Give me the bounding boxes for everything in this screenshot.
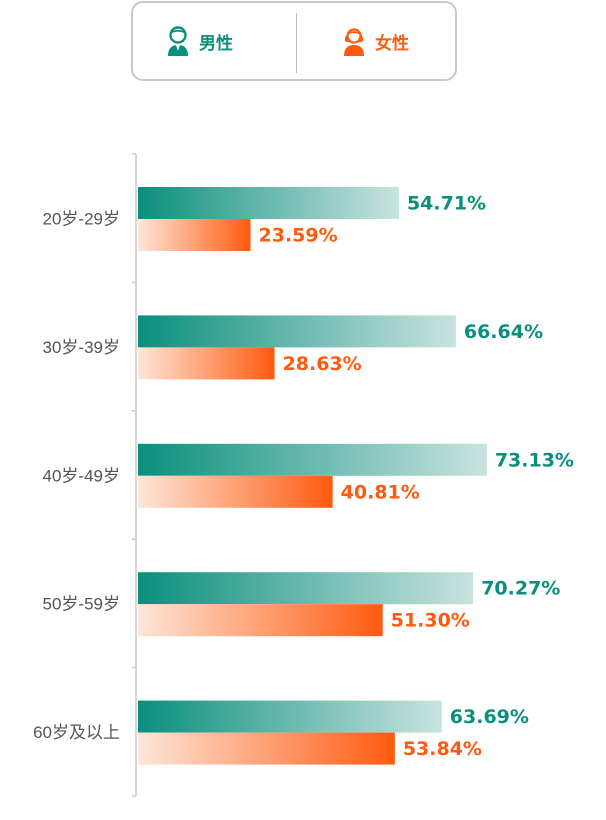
category-label: 50岁-59岁 xyxy=(43,595,120,614)
bar-male xyxy=(138,443,487,476)
female-user-icon xyxy=(344,28,364,56)
bar-female xyxy=(138,732,395,765)
data-label-male: 63.69% xyxy=(450,706,529,728)
data-label-male: 66.64% xyxy=(464,321,543,343)
bar-male xyxy=(138,572,474,605)
data-label-female: 28.63% xyxy=(283,353,362,375)
bar-male xyxy=(138,187,399,219)
category-label: 30岁-39岁 xyxy=(43,338,120,357)
data-label-male: 70.27% xyxy=(481,578,560,600)
data-label-female: 53.84% xyxy=(403,738,482,760)
bar-male xyxy=(138,700,442,733)
legend-label-female: 女性 xyxy=(375,33,409,54)
legend-label-male: 男性 xyxy=(199,33,233,54)
legend: 男性 女性 xyxy=(131,1,457,81)
bar-female xyxy=(138,475,333,508)
bar-male xyxy=(138,315,456,348)
data-label-female: 40.81% xyxy=(341,481,420,503)
bar-female xyxy=(138,219,251,251)
data-label-female: 51.30% xyxy=(391,610,470,632)
legend-item-male[interactable]: 男性 xyxy=(165,3,233,79)
bar-female xyxy=(138,604,383,637)
legend-item-female[interactable]: 女性 xyxy=(341,3,409,79)
category-label: 20岁-29岁 xyxy=(43,209,120,228)
category-label: 40岁-49岁 xyxy=(43,466,120,485)
data-label-female: 23.59% xyxy=(259,225,338,247)
legend-divider xyxy=(296,13,297,73)
data-label-male: 54.71% xyxy=(407,193,486,215)
data-label-male: 73.13% xyxy=(495,449,574,471)
category-label: 60岁及以上 xyxy=(33,723,120,742)
male-user-icon xyxy=(168,26,188,56)
bar-female xyxy=(138,347,275,380)
